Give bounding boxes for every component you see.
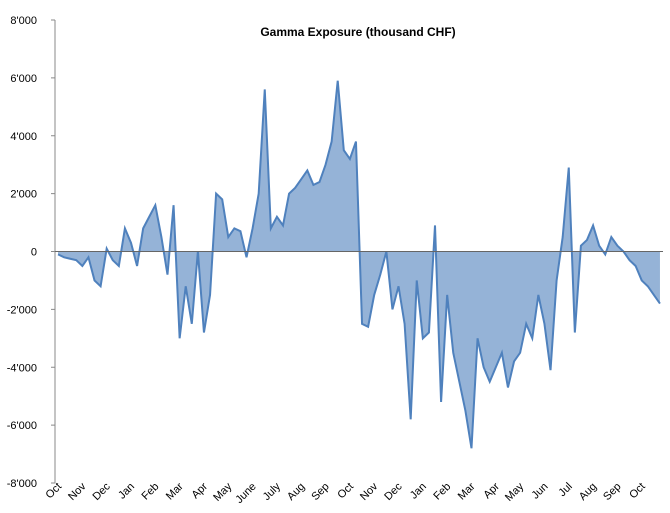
line [57, 80, 661, 449]
y-tick-label: -4'000 [7, 362, 37, 374]
y-tick-label: -8'000 [7, 478, 37, 490]
y-tick-label: 8'000 [10, 15, 37, 27]
chart-title: Gamma Exposure (thousand CHF) [260, 25, 455, 39]
area [58, 80, 660, 449]
y-tick-label: 4'000 [10, 131, 37, 143]
y-tick-label: -2'000 [7, 304, 37, 316]
y-tick-label: 0 [31, 247, 37, 259]
y-tick-label: 2'000 [10, 189, 37, 201]
y-tick-label: 6'000 [10, 73, 37, 85]
y-tick-label: -6'000 [7, 420, 37, 432]
